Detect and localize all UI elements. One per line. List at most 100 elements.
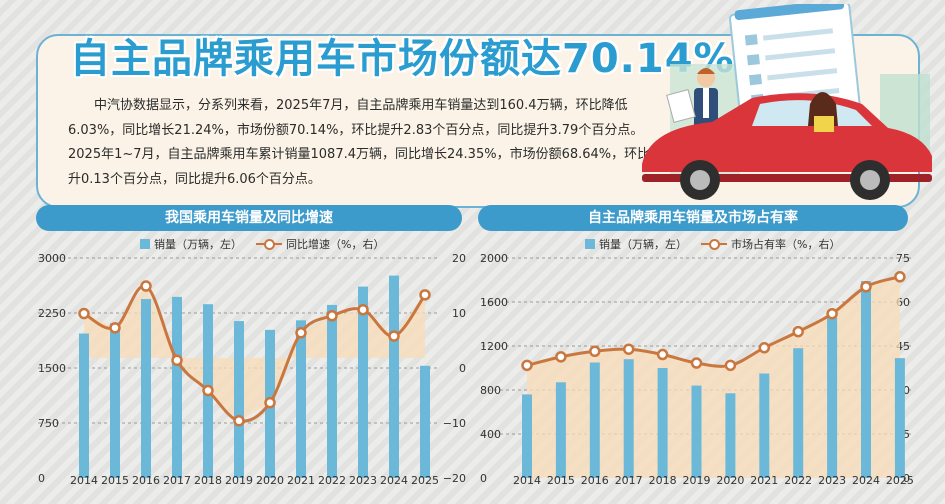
legend-bar-swatch [585, 239, 595, 249]
x-tick-label: 2015 [547, 474, 575, 487]
y-left-tick-label: 1600 [480, 296, 508, 309]
legend-line-label: 同比增速（%，右） [286, 238, 385, 251]
line-point [388, 330, 400, 342]
legend-left: 销量（万辆，左） 同比增速（%，右） [140, 236, 384, 252]
line-point [758, 342, 771, 354]
y-right-tick-label: −20 [443, 472, 466, 485]
y-right-tick-label: 75 [896, 252, 910, 265]
line-point [792, 325, 804, 338]
y-left-tick-label: 3000 [38, 252, 66, 265]
y-left-tick-label: 2000 [480, 252, 508, 265]
y-left-tick-label: 750 [38, 417, 59, 430]
x-tick-label: 2018 [194, 474, 222, 487]
y-right-tick-label: 0 [459, 362, 466, 375]
x-tick-label: 2017 [163, 474, 191, 487]
y-right-tick-label: 0 [903, 472, 910, 485]
legend-line-label: 市场占有率（%，右） [731, 238, 841, 251]
x-tick-label: 2016 [581, 474, 609, 487]
page-title: 自主品牌乘用车市场份额达70.14% [70, 36, 735, 82]
bar [234, 321, 244, 478]
x-tick-label: 2014 [513, 474, 541, 487]
line-point [233, 415, 245, 427]
bar [589, 362, 600, 478]
bar [141, 299, 151, 478]
x-tick-label: 2021 [750, 474, 778, 487]
x-tick-label: 2023 [818, 474, 846, 487]
bar [296, 320, 306, 478]
legend-line-swatch [701, 239, 727, 250]
line-point [826, 307, 838, 320]
line-point [622, 343, 635, 355]
bar [861, 281, 871, 478]
x-tick-label: 2017 [615, 474, 643, 487]
bar [657, 368, 668, 478]
line-point [656, 348, 669, 361]
bar [725, 393, 736, 478]
y-left-tick-label: 0 [38, 472, 45, 485]
y-left-tick-label: 1500 [38, 362, 66, 375]
x-tick-label: 2014 [70, 474, 98, 487]
line-point [264, 396, 276, 409]
x-tick-label: 2020 [256, 474, 284, 487]
line-point [589, 345, 601, 358]
car-shape [642, 93, 932, 200]
line-point [690, 357, 703, 369]
legend-bar-label: 销量（万辆，左） [154, 238, 242, 251]
x-tick-label: 2023 [349, 474, 377, 487]
x-tick-label: 2022 [784, 474, 812, 487]
x-tick-label: 2024 [380, 474, 408, 487]
y-left-tick-label: 800 [480, 384, 501, 397]
x-tick-label: 2016 [132, 474, 160, 487]
bar [327, 304, 337, 478]
summary-paragraph: 中汽协数据显示，分系列来看，2025年7月，自主品牌乘用车销量达到160.4万辆… [68, 98, 664, 187]
x-tick-label: 2018 [649, 474, 677, 487]
y-left-tick-label: 400 [480, 428, 501, 441]
bar [555, 382, 566, 478]
x-tick-label: 2020 [716, 474, 744, 487]
line-area-fill [527, 276, 900, 478]
chart-title-left: 我国乘用车销量及同比增速 [36, 205, 462, 231]
bar [420, 365, 430, 478]
y-right-tick-label: 10 [452, 307, 466, 320]
bar [389, 275, 399, 478]
y-right-tick-label: 20 [452, 252, 466, 265]
line-point [78, 307, 90, 320]
bar [894, 358, 905, 478]
line-point [171, 354, 183, 367]
bar [793, 348, 804, 478]
x-tick-label: 2015 [101, 474, 129, 487]
domestic-brand-share-chart: 0400800120016002000015304560752014201520… [480, 252, 914, 487]
x-tick-label: 2019 [683, 474, 711, 487]
bar [691, 385, 702, 478]
line-point [860, 280, 872, 293]
y-left-tick-label: 2250 [38, 307, 66, 320]
y-right-tick-label: −10 [443, 417, 466, 430]
line-point [419, 289, 431, 301]
car-illustration [642, 4, 932, 200]
legend-right: 销量（万辆，左） 市场占有率（%，右） [585, 236, 840, 252]
bar [827, 317, 838, 478]
line-point [724, 359, 737, 372]
x-tick-label: 2025 [886, 474, 914, 487]
x-tick-label: 2021 [287, 474, 315, 487]
legend-bar-swatch [140, 239, 150, 249]
bar [623, 359, 634, 478]
woman-figure [808, 92, 838, 132]
x-tick-label: 2022 [318, 474, 346, 487]
line-point [894, 271, 906, 283]
line-area-fill [84, 286, 425, 421]
x-tick-label: 2025 [411, 474, 439, 487]
line-point [521, 359, 533, 372]
y-left-tick-label: 0 [480, 472, 487, 485]
legend-bar-label: 销量（万辆，左） [599, 238, 687, 251]
line-point [295, 327, 307, 339]
line-point [357, 303, 369, 316]
line-point [202, 384, 214, 397]
x-tick-label: 2019 [225, 474, 253, 487]
bar [759, 373, 770, 478]
bar [522, 394, 532, 478]
line-point [140, 280, 152, 292]
bar [79, 333, 89, 478]
bar [172, 296, 182, 478]
